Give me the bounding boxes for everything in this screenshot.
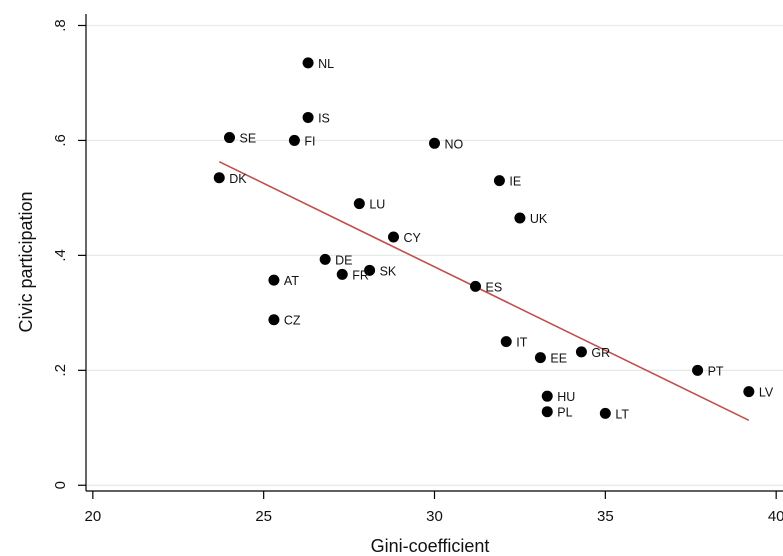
data-point-cz [268, 314, 280, 326]
data-points: NL IS SE FI NO DK IE LU UK CY DE SK FR AT ES CZ IT GR EE PT… [213, 57, 774, 421]
x-tick-label: 30 [426, 508, 443, 525]
data-label-fr: FR [352, 268, 369, 282]
data-label-lu: LU [369, 198, 385, 212]
data-label-cy: CY [404, 231, 422, 245]
x-tick-label: 25 [255, 508, 272, 525]
fit-line [218, 160, 750, 422]
data-point-ie [493, 175, 505, 187]
y-tick-label: 0 [52, 481, 69, 489]
x-tick-label: 35 [597, 508, 614, 525]
data-label-es: ES [486, 280, 503, 294]
x-tick-label: 40 [768, 508, 783, 525]
data-label-lv: LV [759, 386, 774, 400]
data-point-is [302, 111, 314, 123]
fit-line-group [218, 160, 750, 422]
data-label-no: NO [445, 137, 464, 151]
data-point-ee [534, 352, 546, 364]
data-label-ee: EE [550, 352, 567, 366]
data-point-dk [213, 172, 225, 184]
y-tick-label: .4 [52, 249, 69, 262]
data-label-it: IT [516, 336, 527, 350]
data-label-is: IS [318, 111, 330, 125]
data-label-fi: FI [304, 134, 315, 148]
data-point-lt [599, 407, 611, 419]
data-point-at [268, 274, 280, 286]
data-point-lv [743, 386, 755, 398]
data-point-se [224, 132, 235, 144]
data-point-uk [514, 212, 526, 224]
data-point-hu [541, 390, 553, 402]
data-point-fi [288, 134, 300, 146]
x-axis-title: Gini-coefficient [371, 536, 490, 556]
data-label-cz: CZ [284, 314, 301, 328]
data-point-de [319, 253, 331, 265]
data-point-gr [575, 346, 587, 358]
data-label-pl: PL [557, 406, 572, 420]
axes: 0 .2 .4 .6 .8 20 25 30 35 40 [52, 14, 783, 525]
data-point-lu [353, 198, 365, 210]
y-tick-label: .6 [52, 134, 69, 147]
y-axis-title: Civic participation [16, 191, 36, 332]
y-tick-label: .2 [52, 364, 69, 377]
data-label-gr: GR [591, 346, 610, 360]
data-point-fr [336, 268, 348, 280]
data-label-pt: PT [708, 364, 724, 378]
data-point-nl [302, 57, 314, 69]
data-point-es [470, 280, 481, 292]
data-point-pl [541, 406, 553, 418]
data-label-at: AT [284, 274, 299, 288]
x-tick-label: 20 [84, 508, 101, 525]
data-label-ie: IE [509, 175, 521, 189]
data-label-dk: DK [229, 172, 247, 186]
data-point-it [500, 336, 512, 348]
data-label-hu: HU [557, 390, 575, 404]
y-tick-label: .8 [52, 19, 69, 32]
data-label-uk: UK [530, 212, 548, 226]
data-label-sk: SK [380, 264, 397, 278]
data-point-sk [364, 264, 376, 276]
data-point-pt [692, 364, 704, 376]
data-label-de: DE [335, 253, 352, 267]
data-point-no [429, 137, 440, 149]
data-label-se: SE [240, 132, 257, 146]
data-point-cy [388, 231, 399, 243]
data-label-nl: NL [318, 57, 334, 71]
data-label-lt: LT [615, 407, 629, 421]
